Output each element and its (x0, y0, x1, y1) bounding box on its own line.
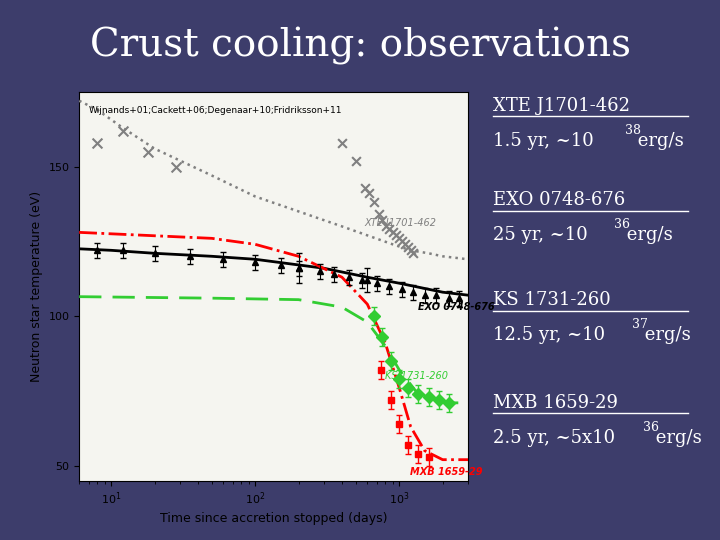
Text: 37: 37 (632, 318, 648, 332)
Point (142, 147, 153, 156)
Text: 36: 36 (643, 421, 659, 434)
Point (394, 234, 405, 242)
Point (408, 249, 419, 258)
Point (400, 240, 411, 248)
Text: KS 1731-260: KS 1731-260 (384, 371, 448, 381)
Point (402, 243, 414, 252)
Text: erg/s: erg/s (650, 429, 702, 447)
Point (170, 162, 181, 171)
Text: 1.5 yr, ~10: 1.5 yr, ~10 (493, 132, 594, 150)
Text: KS 1731-260: KS 1731-260 (493, 291, 611, 309)
Point (336, 138, 348, 147)
Point (387, 228, 398, 237)
Text: erg/s: erg/s (621, 226, 673, 244)
Text: erg/s: erg/s (632, 132, 684, 150)
Point (373, 210, 384, 219)
Y-axis label: Neutron star temperature (eV): Neutron star temperature (eV) (30, 191, 43, 382)
Point (405, 246, 416, 255)
Point (383, 225, 395, 234)
Point (91, 138, 103, 147)
Text: 12.5 yr, ~10: 12.5 yr, ~10 (493, 326, 606, 344)
Point (397, 237, 408, 246)
Point (350, 156, 361, 165)
Text: Crust cooling: observations: Crust cooling: observations (89, 27, 631, 65)
Text: EXO 0748-676: EXO 0748-676 (418, 302, 495, 312)
Point (390, 231, 402, 240)
Text: Wijnands+01;Cackett+06;Degenaar+10;Fridriksson+11: Wijnands+01;Cackett+06;Degenaar+10;Fridr… (89, 106, 342, 114)
Text: MXB 1659-29: MXB 1659-29 (493, 394, 618, 411)
Text: XTE J1701-462: XTE J1701-462 (364, 218, 436, 228)
Text: 25 yr, ~10: 25 yr, ~10 (493, 226, 588, 244)
Text: 2.5 yr, ~5x10: 2.5 yr, ~5x10 (493, 429, 616, 447)
Text: MXB 1659-29: MXB 1659-29 (410, 467, 482, 477)
Point (364, 189, 375, 198)
Text: XTE J1701-462: XTE J1701-462 (493, 97, 630, 114)
Point (359, 183, 371, 192)
Text: 38: 38 (625, 124, 641, 137)
Text: erg/s: erg/s (639, 326, 691, 344)
Text: 36: 36 (614, 218, 630, 232)
Text: EXO 0748-676: EXO 0748-676 (493, 191, 626, 209)
Point (380, 222, 392, 231)
Point (369, 198, 380, 207)
Point (117, 126, 128, 135)
X-axis label: Time since accretion stopped (days): Time since accretion stopped (days) (160, 512, 387, 525)
Point (377, 216, 388, 225)
